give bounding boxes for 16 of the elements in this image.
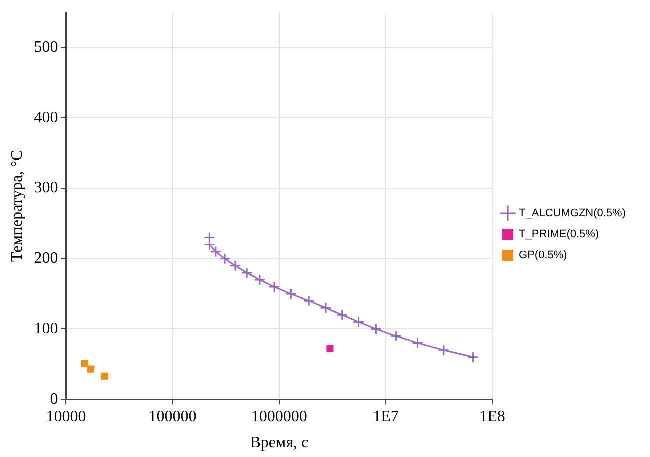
y-tick-label: 200 xyxy=(34,250,58,268)
legend-label: T_ALCUMGZN(0.5%) xyxy=(519,208,626,220)
y-tick-label: 500 xyxy=(34,38,58,56)
x-axis-title: Время, с xyxy=(250,434,309,452)
x-tick-label: 100000 xyxy=(148,408,197,426)
y-tick-label: 100 xyxy=(34,320,58,338)
x-tick-label: 1E7 xyxy=(373,408,399,426)
legend-label: T_PRIME(0.5%) xyxy=(519,228,600,241)
y-axis-title: Температура, °C xyxy=(8,150,26,262)
x-tick-label: 1000000 xyxy=(251,408,308,426)
x-tick-label: 10000 xyxy=(46,408,86,426)
y-tick-label: 400 xyxy=(34,109,58,126)
y-tick-label: 0 xyxy=(50,390,58,408)
x-tick-label: 1E8 xyxy=(480,408,506,426)
legend-label: GP(0.5%) xyxy=(519,250,568,262)
y-tick-label: 300 xyxy=(34,180,58,197)
